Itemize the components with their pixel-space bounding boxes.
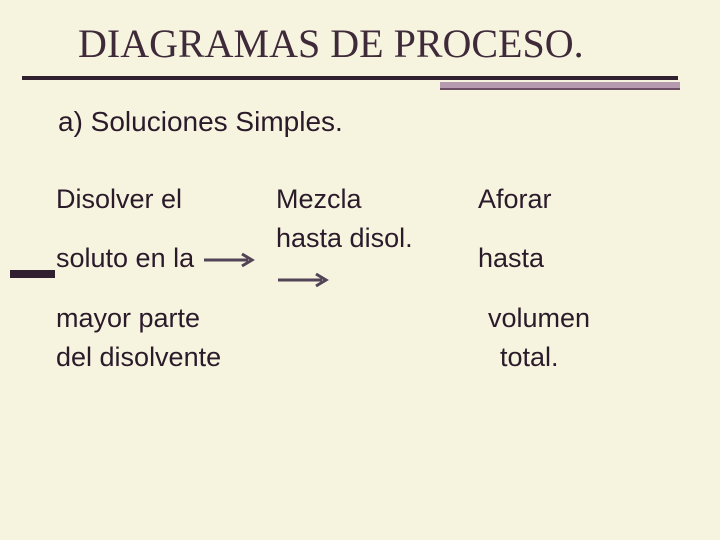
- step-3-line-3: volumen: [472, 299, 690, 338]
- step-3-line-4: total.: [472, 338, 690, 377]
- step-2-line-2-cell: hasta disol.: [276, 219, 472, 299]
- left-margin-bar: [10, 270, 55, 278]
- step-3-line-2: hasta: [472, 239, 690, 278]
- arrow-1-icon: [202, 240, 260, 279]
- step-1-line-2: soluto en la: [56, 243, 194, 273]
- step-1-line-3: mayor parte: [56, 299, 276, 338]
- step-1-line-4: del disolvente: [56, 338, 276, 377]
- step-1-line-2-cell: soluto en la: [56, 239, 276, 279]
- step-3-line-1: Aforar: [472, 180, 690, 219]
- arrow-2-icon: [276, 260, 334, 299]
- title-underline: [22, 76, 678, 80]
- title-underline-accent-dark: [440, 88, 680, 90]
- step-2-line-1: Mezcla: [276, 180, 472, 219]
- step-1-line-1: Disolver el: [56, 180, 276, 219]
- slide-subtitle: a) Soluciones Simples.: [58, 106, 343, 138]
- slide-title: DIAGRAMAS DE PROCESO.: [78, 20, 584, 67]
- process-diagram: Disolver el Mezcla Aforar soluto en la h…: [56, 180, 690, 377]
- step-2-line-2: hasta disol.: [276, 223, 413, 253]
